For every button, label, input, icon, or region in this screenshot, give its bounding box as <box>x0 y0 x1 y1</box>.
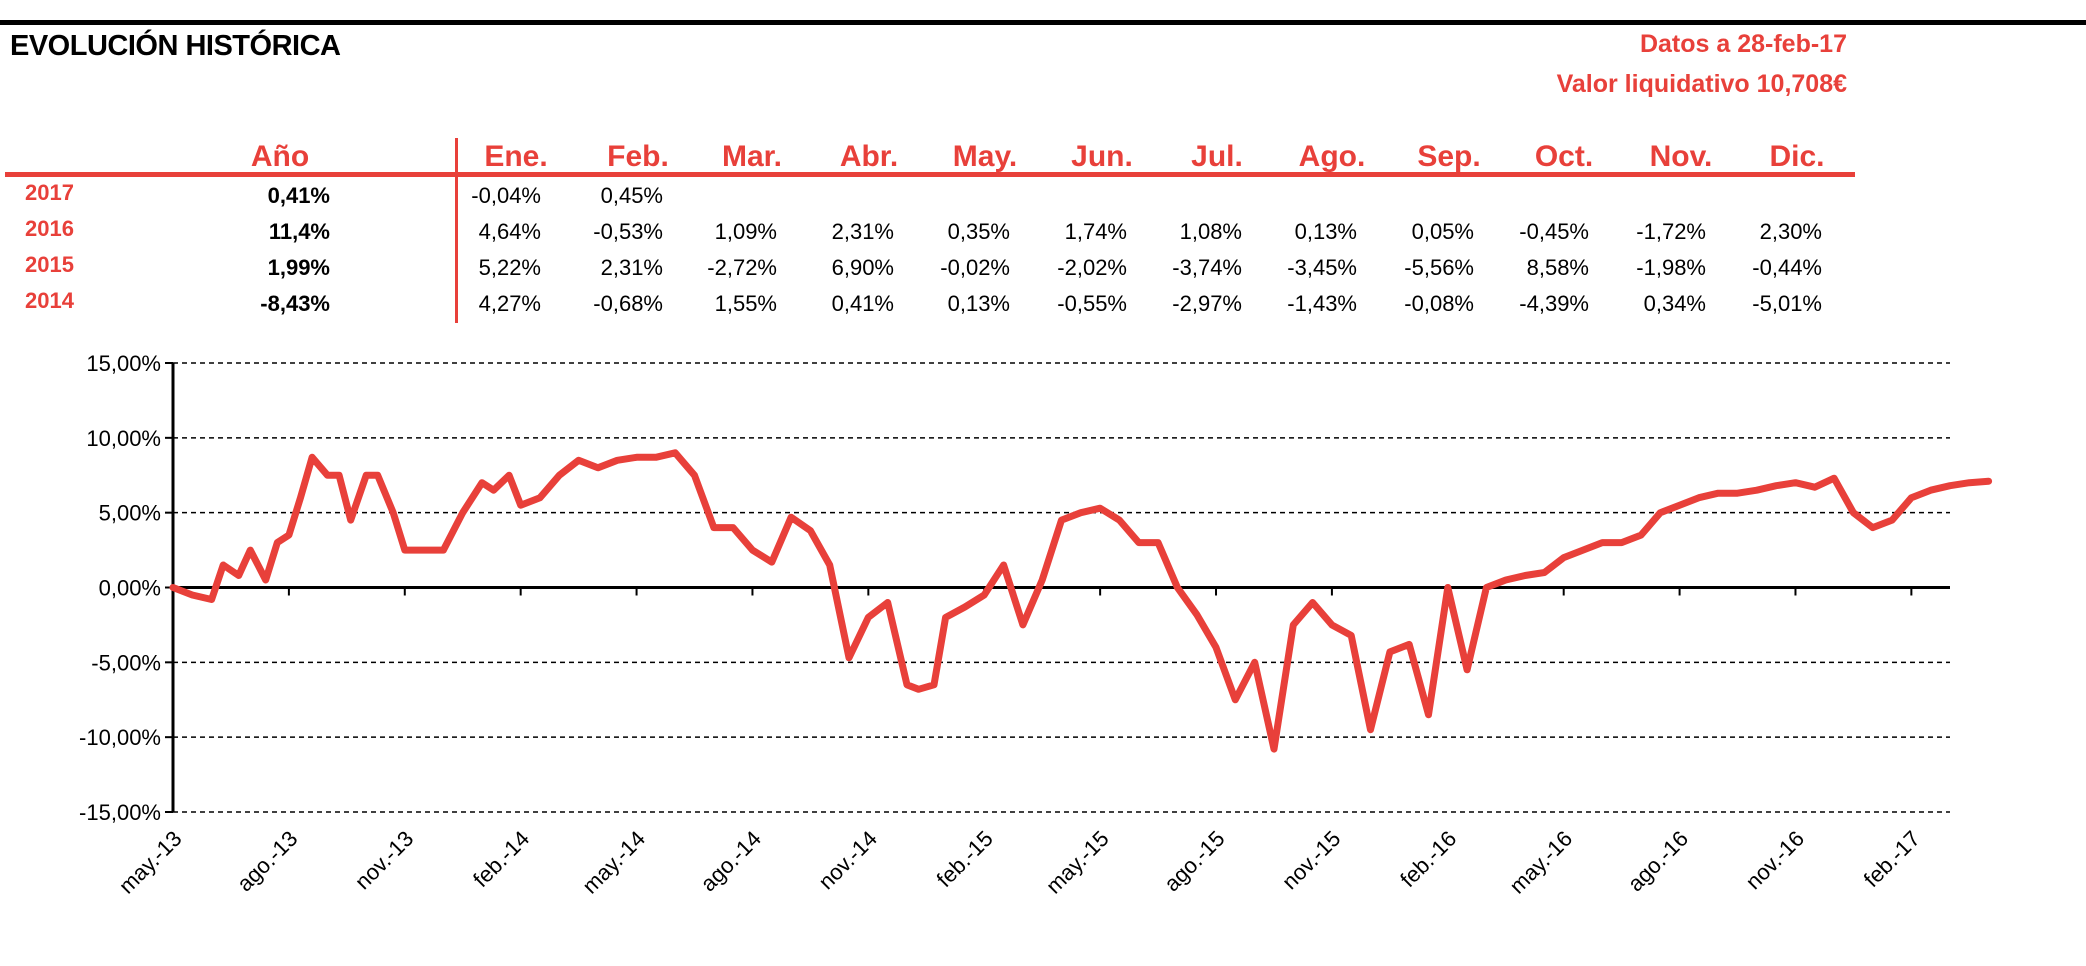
month-header: Sep. <box>1417 140 1481 173</box>
table-cell: -0,02% <box>940 255 1010 280</box>
table-cell: 5,22% <box>478 255 541 280</box>
data-date-label: Datos a 28-feb-17 <box>1639 30 1847 58</box>
table-header-rule <box>5 172 1855 177</box>
table-cell: 0,41% <box>831 291 894 316</box>
month-header: Dic. <box>1769 140 1825 173</box>
table-cell: 4,27% <box>478 291 541 316</box>
table-cell: 0,13% <box>1294 219 1357 244</box>
table-cell: -3,74% <box>1172 255 1242 280</box>
month-header: Abr. <box>839 140 899 173</box>
table-cell: -5,56% <box>1404 255 1474 280</box>
table-vertical-rule <box>455 138 458 323</box>
table-cell: -0,08% <box>1404 291 1474 316</box>
table-cell: 1,74% <box>1064 219 1127 244</box>
month-header: Oct. <box>1534 140 1594 173</box>
table-cell: 0,05% <box>1411 219 1474 244</box>
table-cell: 0,35% <box>947 219 1010 244</box>
table-row-year: 2014 <box>25 288 74 313</box>
table-cell: -0,68% <box>593 291 663 316</box>
x-tick-label: feb.-17 <box>1859 826 1925 892</box>
series-line <box>169 449 1993 753</box>
table-cell: 2,31% <box>600 255 663 280</box>
table-cell: 1,08% <box>1179 219 1242 244</box>
y-tick-label: 5,00% <box>99 501 161 526</box>
table-cell: -1,72% <box>1636 219 1706 244</box>
table-cell: -5,01% <box>1752 291 1822 316</box>
year-column-header: Año <box>250 140 310 173</box>
table-cell: 0,13% <box>947 291 1010 316</box>
table-cell: -2,72% <box>707 255 777 280</box>
y-tick-label: 10,00% <box>86 426 161 451</box>
table-cell: 1,09% <box>714 219 777 244</box>
table-cell: -0,45% <box>1519 219 1589 244</box>
table-cell: -4,39% <box>1519 291 1589 316</box>
x-tick-label: nov.-14 <box>813 826 881 894</box>
month-header: Mar. <box>721 140 783 173</box>
month-header: Ene. <box>484 140 548 173</box>
table-row-annual: 11,4% <box>268 219 330 244</box>
y-tick-label: -5,00% <box>91 650 161 675</box>
month-header: Nov. <box>1649 140 1713 173</box>
table-row-annual: 1,99% <box>267 255 330 280</box>
table-cell: -1,98% <box>1636 255 1706 280</box>
table-row-year: 2017 <box>25 180 74 205</box>
x-tick-label: feb.-15 <box>932 826 998 892</box>
table-cell: 8,58% <box>1526 255 1589 280</box>
table-cell: 0,34% <box>1643 291 1706 316</box>
x-tick-label: feb.-14 <box>468 826 534 892</box>
x-tick-label: ago.-14 <box>696 826 766 896</box>
table-cell: 4,64% <box>478 219 541 244</box>
y-tick-label: 0,00% <box>99 576 161 601</box>
y-tick-label: -15,00% <box>79 800 161 825</box>
table-row-annual: 0,41% <box>267 183 330 208</box>
x-tick-label: may.-14 <box>577 826 650 899</box>
x-tick-label: nov.-15 <box>1277 826 1345 894</box>
table-cell: -0,55% <box>1057 291 1127 316</box>
table-cell: 6,90% <box>831 255 894 280</box>
month-header: May. <box>952 140 1018 173</box>
y-tick-label: -10,00% <box>79 725 161 750</box>
table-cell: 2,31% <box>831 219 894 244</box>
y-tick-label: 15,00% <box>86 351 161 376</box>
table-cell: -0,53% <box>593 219 663 244</box>
x-tick-label: ago.-13 <box>232 826 302 896</box>
month-header: Jul. <box>1191 140 1243 173</box>
table-cell: -1,43% <box>1287 291 1357 316</box>
x-tick-label: ago.-15 <box>1159 826 1229 896</box>
table-cell: 0,45% <box>600 183 663 208</box>
table-row-year: 2015 <box>25 252 74 277</box>
table-cell: -3,45% <box>1287 255 1357 280</box>
table-row-annual: -8,43% <box>260 291 330 316</box>
table-cell: 1,55% <box>714 291 777 316</box>
page-title: EVOLUCIÓN HISTÓRICA <box>10 30 341 62</box>
x-tick-label: may.-15 <box>1041 826 1114 899</box>
table-cell: -0,44% <box>1752 255 1822 280</box>
x-tick-label: may.-13 <box>114 826 187 899</box>
table-cell: -0,04% <box>471 183 541 208</box>
table-cell: -2,97% <box>1172 291 1242 316</box>
x-tick-label: may.-16 <box>1505 826 1578 899</box>
month-header: Feb. <box>607 140 669 173</box>
x-tick-label: ago.-16 <box>1623 826 1693 896</box>
top-rule <box>0 20 2086 25</box>
x-tick-label: nov.-13 <box>350 826 418 894</box>
table-cell: 2,30% <box>1759 219 1822 244</box>
table-row-year: 2016 <box>25 216 74 241</box>
table-cell: -2,02% <box>1057 255 1127 280</box>
month-header: Ago. <box>1298 140 1366 173</box>
month-header: Jun. <box>1071 140 1133 173</box>
x-tick-label: feb.-16 <box>1395 826 1461 892</box>
x-tick-label: nov.-16 <box>1741 826 1809 894</box>
nav-value-label: Valor liquidativo 10,708€ <box>1556 70 1847 98</box>
